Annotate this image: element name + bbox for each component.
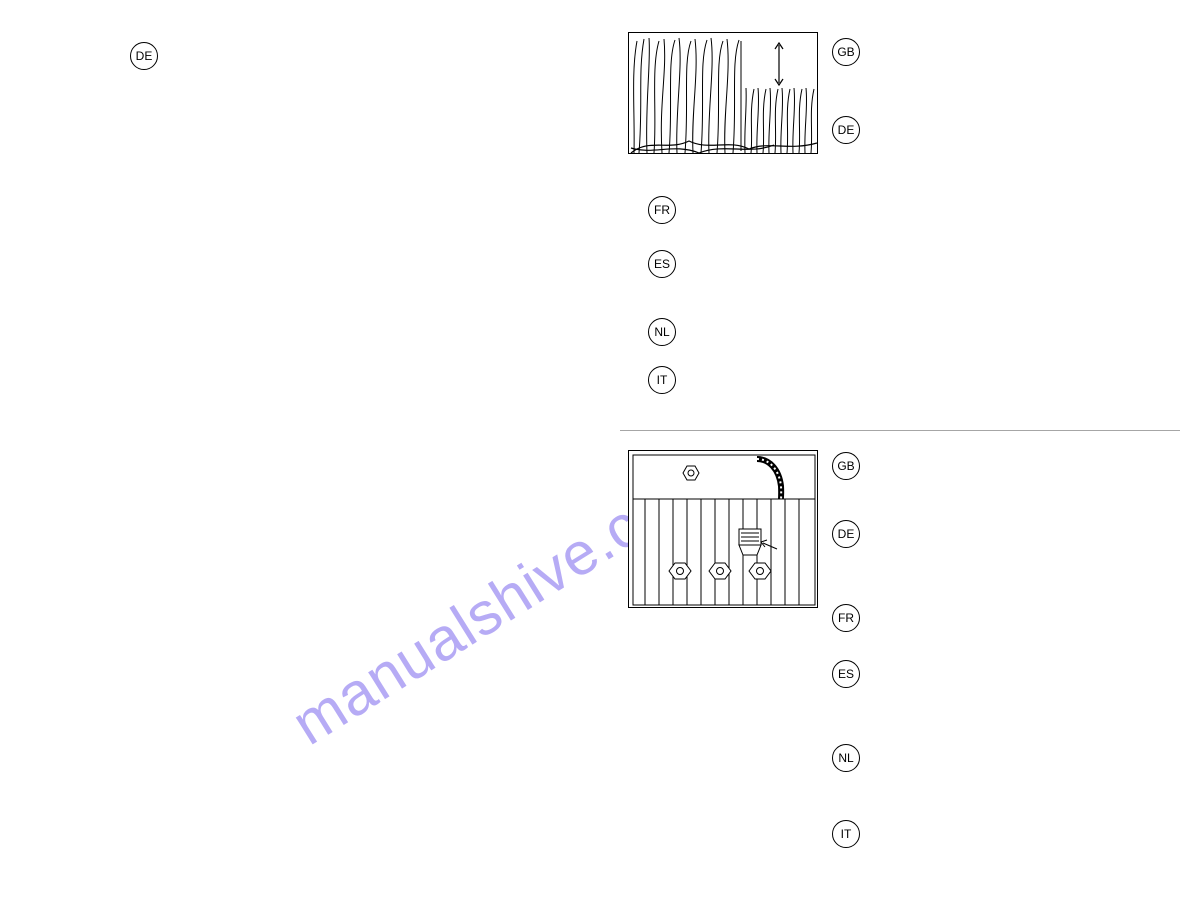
lang-badge-label: GB: [837, 45, 854, 59]
engine-diagram-svg: [629, 451, 819, 609]
figure-grass-cut: [628, 32, 818, 154]
lang-badge-label: NL: [654, 325, 669, 339]
lang-badge-gb-top: GB: [832, 38, 860, 66]
lang-badge-nl-bottom: NL: [832, 744, 860, 772]
lang-badge-de-top: DE: [832, 116, 860, 144]
grass-diagram-svg: [629, 33, 819, 155]
lang-badge-es-top: ES: [648, 250, 676, 278]
section-divider: [620, 430, 1180, 431]
lang-badge-label: GB: [837, 459, 854, 473]
lang-badge-it-top: IT: [648, 366, 676, 394]
lang-badge-fr-top: FR: [648, 196, 676, 224]
lang-badge-it-bottom: IT: [832, 820, 860, 848]
lang-badge-label: DE: [838, 123, 855, 137]
lang-badge-label: ES: [838, 667, 854, 681]
figure-engine-plug: [628, 450, 818, 608]
lang-badge-de-bottom: DE: [832, 520, 860, 548]
lang-badge-label: IT: [841, 827, 852, 841]
lang-badge-label: IT: [657, 373, 668, 387]
lang-badge-de-left: DE: [130, 42, 158, 70]
lang-badge-label: DE: [838, 527, 855, 541]
lang-badge-gb-bottom: GB: [832, 452, 860, 480]
lang-badge-label: NL: [838, 751, 853, 765]
lang-badge-fr-bottom: FR: [832, 604, 860, 632]
lang-badge-label: FR: [838, 611, 854, 625]
lang-badge-label: ES: [654, 257, 670, 271]
lang-badge-label: DE: [136, 49, 153, 63]
lang-badge-es-bottom: ES: [832, 660, 860, 688]
lang-badge-label: FR: [654, 203, 670, 217]
lang-badge-nl-top: NL: [648, 318, 676, 346]
